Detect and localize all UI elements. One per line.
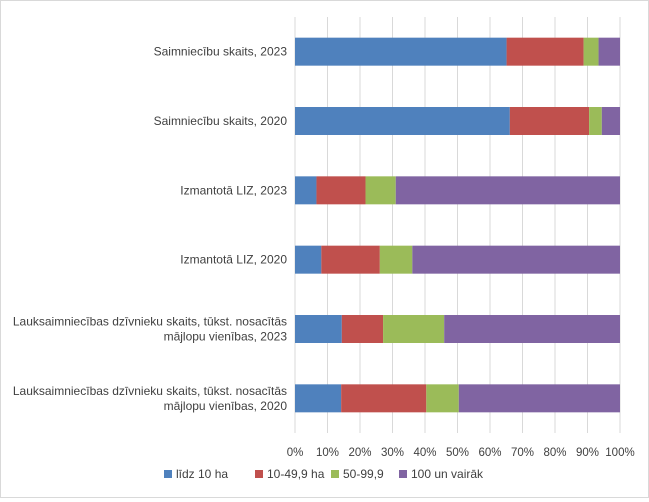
category-label: Saimniecību skaits, 2020 xyxy=(154,114,288,128)
bar-segment xyxy=(365,176,396,205)
bar-segment xyxy=(509,107,590,135)
bar-segment xyxy=(383,315,445,343)
bar-segment xyxy=(583,37,599,66)
bar-segment xyxy=(412,245,620,274)
bar-segment xyxy=(379,245,413,274)
bar-segment xyxy=(506,37,584,66)
category-label: Izmantotā LIZ, 2020 xyxy=(180,253,287,267)
legend-swatch xyxy=(164,470,172,478)
x-tick-label: 90% xyxy=(576,447,599,459)
bar-segment xyxy=(395,176,620,205)
category-label: Lauksaimniecības dzīvnieku skaits, tūkst… xyxy=(13,384,287,413)
bar-segment xyxy=(295,37,507,66)
x-tick-label: 100% xyxy=(605,447,634,459)
x-tick-label: 20% xyxy=(348,447,371,459)
bar-segment xyxy=(601,107,620,135)
legend-swatch xyxy=(255,470,263,478)
gridlines xyxy=(294,17,621,433)
bar-segment xyxy=(341,384,427,413)
x-tick-label: 50% xyxy=(446,447,469,459)
legend-label: 100 un vairāk xyxy=(411,467,484,481)
legend-swatch xyxy=(331,470,339,478)
legend-swatch xyxy=(399,470,407,478)
bar-segment xyxy=(458,384,620,413)
bar-segment xyxy=(295,176,317,205)
bar-segment xyxy=(295,107,510,135)
bar-segment xyxy=(295,315,342,343)
bar-segment xyxy=(295,384,342,413)
x-tick-label: 40% xyxy=(413,447,436,459)
bar-segment xyxy=(341,315,384,343)
bar-segment xyxy=(589,107,602,135)
category-label: Saimniecību skaits, 2023 xyxy=(154,45,288,59)
x-tick-label: 30% xyxy=(381,447,404,459)
bar-segment xyxy=(426,384,459,413)
x-tick-labels: 0% 10% 20% 30% 40% 50% 60% 70% 80% 90% 100% xyxy=(287,447,635,459)
legend: līdz 10 ha 10-49,9 ha 50-99,9 100 un vairāk xyxy=(164,467,484,481)
x-tick-label: 70% xyxy=(511,447,534,459)
category-labels: Saimniecību skaits, 2023 Saimniecību skai… xyxy=(13,45,287,413)
legend-label: līdz 10 ha xyxy=(176,467,228,481)
bar-segment xyxy=(316,176,366,205)
category-label: Izmantotā LIZ, 2023 xyxy=(180,183,287,197)
x-tick-label: 10% xyxy=(316,447,339,459)
bar-segment xyxy=(444,315,620,343)
bar-segment xyxy=(321,245,380,274)
x-tick-label: 60% xyxy=(478,447,501,459)
category-label: Lauksaimniecības dzīvnieku skaits, tūkst… xyxy=(13,315,287,344)
bars xyxy=(295,37,620,413)
legend-label: 50-99,9 xyxy=(343,467,384,481)
bar-segment xyxy=(598,37,620,66)
x-tick-label: 80% xyxy=(543,447,566,459)
x-tick-label: 0% xyxy=(287,447,304,459)
bar-segment xyxy=(295,245,322,274)
legend-label: 10-49,9 ha xyxy=(267,467,325,481)
